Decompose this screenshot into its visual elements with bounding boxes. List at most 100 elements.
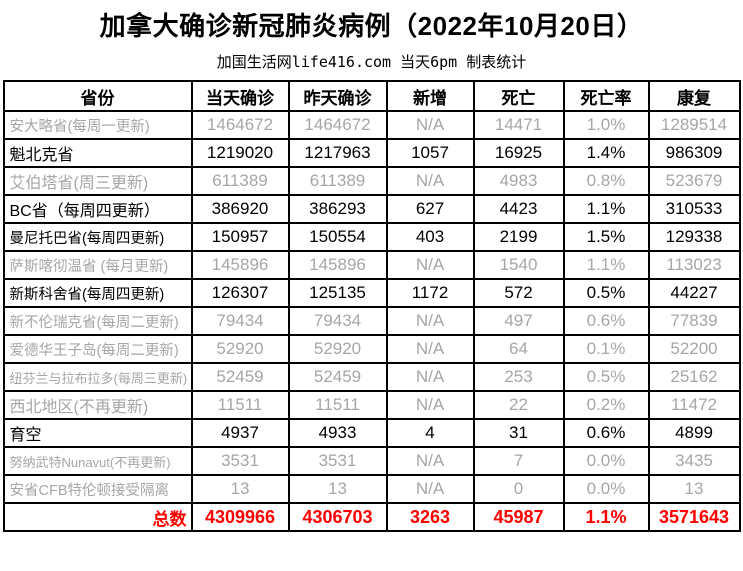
cell-recovered: 11472 bbox=[647, 390, 741, 420]
cell-province: 安大略省(每周一更新) bbox=[2, 110, 193, 140]
cell-new-cases: 627 bbox=[385, 194, 475, 224]
cell-new-cases: N/A bbox=[385, 446, 475, 476]
cell-new-cases: N/A bbox=[385, 334, 475, 364]
cell-new-cases: N/A bbox=[385, 362, 475, 392]
cell-recovered: 523679 bbox=[647, 166, 741, 196]
cell-today: 3531 bbox=[190, 446, 290, 476]
cell-yesterday: 52920 bbox=[287, 334, 388, 364]
cell-deaths: 253 bbox=[472, 362, 565, 392]
covid-stats-page: 加拿大确诊新冠肺炎病例（2022年10月20日） 加国生活网life416.co… bbox=[0, 6, 743, 532]
cell-deaths: 2199 bbox=[472, 222, 565, 252]
province-row: 西北地区(不再更新) 11511 11511 N/A 22 0.2% 11472 bbox=[2, 390, 741, 420]
province-row: 安省CFB特伦顿接受隔离 13 13 N/A 0 0.0% 13 bbox=[2, 474, 741, 504]
cell-deaths: 0 bbox=[472, 474, 565, 504]
cell-province: 育空 bbox=[2, 418, 193, 448]
cell-today: 13 bbox=[190, 474, 290, 504]
cell-death-rate: 1.1% bbox=[562, 250, 650, 280]
cell-yesterday: 611389 bbox=[287, 166, 388, 196]
cell-recovered: 1289514 bbox=[647, 110, 741, 140]
cell-today: 150957 bbox=[190, 222, 290, 252]
cell-death-rate: 0.2% bbox=[562, 390, 650, 420]
province-row: 新斯科舍省(每周四更新) 126307 125135 1172 572 0.5% 44227 bbox=[2, 278, 741, 308]
cell-province: 西北地区(不再更新) bbox=[2, 390, 193, 420]
cell-new-cases: N/A bbox=[385, 250, 475, 280]
cell-recovered: 4899 bbox=[647, 418, 741, 448]
column-header-province: 省份 bbox=[2, 80, 193, 112]
cell-death-rate: 0.6% bbox=[562, 306, 650, 336]
cell-province: 魁北克省 bbox=[2, 138, 193, 168]
cell-yesterday: 13 bbox=[287, 474, 388, 504]
cell-yesterday: 4933 bbox=[287, 418, 388, 448]
cell-death-rate: 0.0% bbox=[562, 474, 650, 504]
cell-province: 爱德华王子岛(每周二更新) bbox=[2, 334, 193, 364]
cell-yesterday: 125135 bbox=[287, 278, 388, 308]
cell-yesterday: 1464672 bbox=[287, 110, 388, 140]
cell-deaths: 497 bbox=[472, 306, 565, 336]
cell-new-cases: 1172 bbox=[385, 278, 475, 308]
cell-recovered: 3571643 bbox=[647, 502, 741, 532]
province-row: 魁北克省 1219020 1217963 1057 16925 1.4% 986309 bbox=[2, 138, 741, 168]
table-body: 安大略省(每周一更新) 1464672 1464672 N/A 14471 1.0% 128… bbox=[2, 110, 741, 532]
cell-deaths: 64 bbox=[472, 334, 565, 364]
province-row: BC省（每周四更新） 386920 386293 627 4423 1.1% 310533 bbox=[2, 194, 741, 224]
cell-new-cases: 1057 bbox=[385, 138, 475, 168]
cell-yesterday: 52459 bbox=[287, 362, 388, 392]
cell-deaths: 7 bbox=[472, 446, 565, 476]
cell-province: 总数 bbox=[2, 502, 193, 532]
cell-recovered: 44227 bbox=[647, 278, 741, 308]
cell-new-cases: 3263 bbox=[385, 502, 475, 532]
column-header-death-rate: 死亡率 bbox=[562, 80, 650, 112]
province-row: 萨斯喀彻温省 (每月更新) 145896 145896 N/A 1540 1.1% 1130… bbox=[2, 250, 741, 280]
cell-province: 曼尼托巴省(每周四更新) bbox=[2, 222, 193, 252]
cell-deaths: 4983 bbox=[472, 166, 565, 196]
province-row: 安大略省(每周一更新) 1464672 1464672 N/A 14471 1.0% 128… bbox=[2, 110, 741, 140]
province-row: 曼尼托巴省(每周四更新) 150957 150554 403 2199 1.5% 12933… bbox=[2, 222, 741, 252]
cell-deaths: 45987 bbox=[472, 502, 565, 532]
column-header-new-cases: 新增 bbox=[385, 80, 475, 112]
cell-today: 145896 bbox=[190, 250, 290, 280]
cell-yesterday: 386293 bbox=[287, 194, 388, 224]
cell-province: BC省（每周四更新） bbox=[2, 194, 193, 224]
cell-death-rate: 0.0% bbox=[562, 446, 650, 476]
province-row: 纽芬兰与拉布拉多(每周三更新) 52459 52459 N/A 253 0.5% 25162 bbox=[2, 362, 741, 392]
cell-recovered: 310533 bbox=[647, 194, 741, 224]
cell-today: 4937 bbox=[190, 418, 290, 448]
cell-today: 4309966 bbox=[190, 502, 290, 532]
cell-deaths: 1540 bbox=[472, 250, 565, 280]
cell-today: 386920 bbox=[190, 194, 290, 224]
province-row: 艾伯塔省(周三更新) 611389 611389 N/A 4983 0.8% 523679 bbox=[2, 166, 741, 196]
cell-deaths: 31 bbox=[472, 418, 565, 448]
cell-new-cases: 4 bbox=[385, 418, 475, 448]
cell-new-cases: N/A bbox=[385, 110, 475, 140]
cell-deaths: 14471 bbox=[472, 110, 565, 140]
cell-today: 126307 bbox=[190, 278, 290, 308]
cell-death-rate: 1.1% bbox=[562, 194, 650, 224]
cell-yesterday: 4306703 bbox=[287, 502, 388, 532]
cell-yesterday: 145896 bbox=[287, 250, 388, 280]
cell-today: 11511 bbox=[190, 390, 290, 420]
cell-recovered: 113023 bbox=[647, 250, 741, 280]
cell-new-cases: N/A bbox=[385, 474, 475, 504]
cell-province: 纽芬兰与拉布拉多(每周三更新) bbox=[2, 362, 193, 392]
cell-death-rate: 0.8% bbox=[562, 166, 650, 196]
province-row: 努纳武特Nunavut(不再更新) 3531 3531 N/A 7 0.0% 3435 bbox=[2, 446, 741, 476]
cell-recovered: 3435 bbox=[647, 446, 741, 476]
cell-yesterday: 1217963 bbox=[287, 138, 388, 168]
cell-today: 611389 bbox=[190, 166, 290, 196]
cell-new-cases: 403 bbox=[385, 222, 475, 252]
cell-deaths: 4423 bbox=[472, 194, 565, 224]
province-row: 新不伦瑞克省(每周二更新) 79434 79434 N/A 497 0.6% 77839 bbox=[2, 306, 741, 336]
cell-today: 52920 bbox=[190, 334, 290, 364]
province-row: 育空 4937 4933 4 31 0.6% 4899 bbox=[2, 418, 741, 448]
cell-today: 52459 bbox=[190, 362, 290, 392]
cell-death-rate: 1.0% bbox=[562, 110, 650, 140]
province-row: 爱德华王子岛(每周二更新) 52920 52920 N/A 64 0.1% 52200 bbox=[2, 334, 741, 364]
cell-death-rate: 1.5% bbox=[562, 222, 650, 252]
cell-province: 萨斯喀彻温省 (每月更新) bbox=[2, 250, 193, 280]
cell-death-rate: 1.1% bbox=[562, 502, 650, 532]
cell-yesterday: 11511 bbox=[287, 390, 388, 420]
cell-deaths: 22 bbox=[472, 390, 565, 420]
cell-province: 努纳武特Nunavut(不再更新) bbox=[2, 446, 193, 476]
cell-death-rate: 0.5% bbox=[562, 362, 650, 392]
cell-today: 79434 bbox=[190, 306, 290, 336]
